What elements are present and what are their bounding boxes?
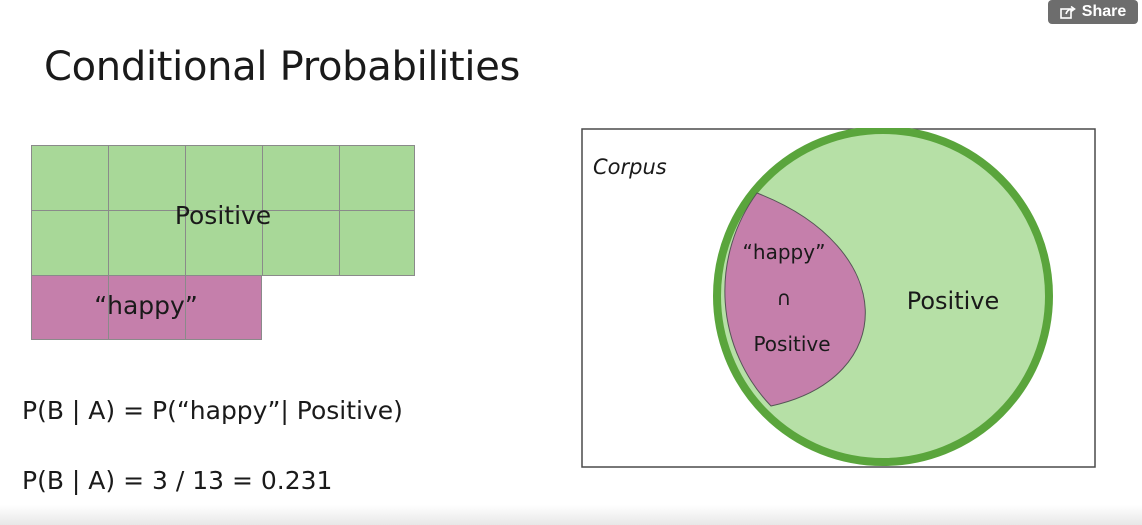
positive-cell [339, 210, 415, 276]
happy-cell [185, 275, 262, 340]
positive-cell [185, 210, 263, 276]
bottom-shade [0, 505, 1142, 525]
intersection-region [724, 192, 866, 407]
positive-cell [31, 210, 109, 276]
happy-cell [108, 275, 186, 340]
grid-positive-label: Positive [174, 201, 272, 230]
share-icon [1059, 5, 1076, 19]
venn-positive-label: Positive [907, 287, 1000, 315]
grid-happy-label: “happy” [94, 291, 198, 320]
positive-cell [108, 145, 186, 211]
venn-happy-label: “happy” [743, 240, 826, 264]
share-label: Share [1081, 3, 1127, 20]
page-title: Conditional Probabilities [44, 44, 521, 90]
happy-cell [31, 275, 109, 340]
intersection-symbol: ∩ [777, 286, 792, 310]
venn-intersection-positive-label: Positive [753, 332, 830, 356]
formula-conditional: P(B | A) = P(“happy”| Positive) [22, 396, 403, 425]
formula-result: P(B | A) = 3 / 13 = 0.231 [22, 466, 333, 495]
corpus-label: Corpus [593, 155, 667, 179]
positive-cell [262, 210, 340, 276]
venn-diagram: Corpus Positive “happy” ∩ Positive [581, 128, 1096, 468]
count-grid: Positive “happy” [31, 145, 415, 340]
positive-cell [339, 145, 415, 211]
positive-cell [108, 210, 186, 276]
share-button[interactable]: Share [1048, 0, 1138, 24]
